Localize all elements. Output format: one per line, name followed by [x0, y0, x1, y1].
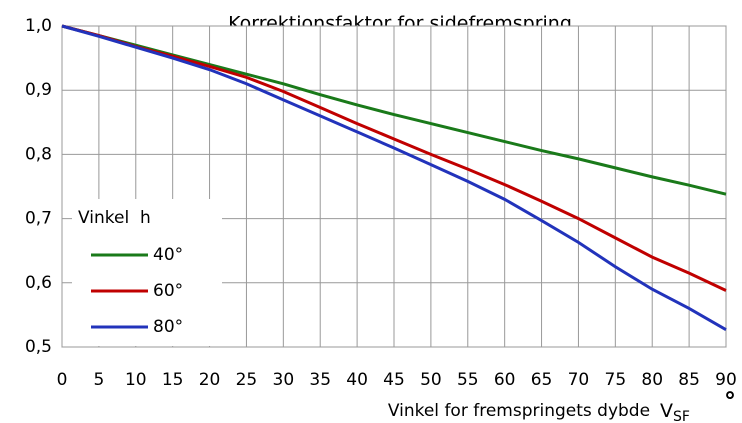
x-tick-label: 70 [568, 370, 590, 390]
legend-box [72, 199, 222, 346]
legend-label: 60° [153, 281, 183, 301]
data-line [61, 24, 727, 331]
x-axis-label: Vinkel for fremspringets dybde VSF [388, 400, 690, 423]
x-axis-unit: ° [724, 387, 736, 415]
legend-label: 40° [153, 245, 183, 265]
x-tick-label: 20 [199, 370, 221, 390]
y-tick-label: 1,0 [25, 16, 52, 36]
x-tick-label: 40 [346, 370, 368, 390]
x-tick-label: 5 [93, 370, 104, 390]
y-tick-label: 0,5 [25, 337, 52, 357]
x-tick-label: 25 [236, 370, 258, 390]
x-axis-symbol: V [660, 400, 673, 422]
x-tick-label: 35 [309, 370, 331, 390]
x-tick-label: 90 [715, 370, 737, 390]
x-axis-subscript: SF [673, 409, 690, 423]
y-tick-label: 0,8 [25, 144, 52, 164]
y-tick-label: 0,7 [25, 209, 52, 229]
legend: Vinkel h40° 60° 80° [72, 199, 222, 346]
legend-title: Vinkel h [78, 208, 151, 228]
x-tick-label: 15 [162, 370, 184, 390]
x-tick-label: 75 [605, 370, 627, 390]
x-tick-label: 65 [531, 370, 553, 390]
x-tick-label: 85 [678, 370, 700, 390]
y-tick-label: 0,9 [25, 80, 52, 100]
x-axis-label-text: Vinkel for fremspringets dybde [388, 401, 650, 421]
x-tick-label: 55 [457, 370, 479, 390]
x-tick-label: 10 [125, 370, 147, 390]
legend-label: 80° [153, 317, 183, 337]
x-tick-label: 80 [641, 370, 663, 390]
x-tick-label: 30 [273, 370, 295, 390]
x-tick-label: 45 [383, 370, 405, 390]
y-tick-label: 0,6 [25, 273, 52, 293]
data-line [61, 24, 727, 292]
x-tick-label: 0 [57, 370, 68, 390]
x-tick-label: 50 [420, 370, 442, 390]
x-tick-label: 60 [494, 370, 516, 390]
